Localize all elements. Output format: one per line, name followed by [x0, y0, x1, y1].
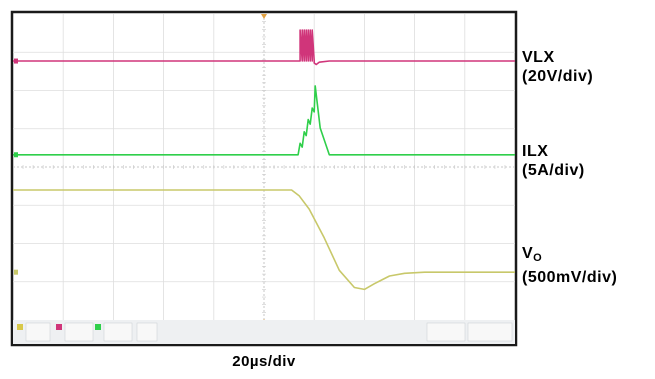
timebase-readout-box	[426, 322, 466, 342]
ch2-readout-box	[64, 322, 94, 342]
vo-ground-marker	[14, 269, 18, 275]
vo-scale: (500mV/div)	[522, 269, 618, 286]
trigger-readout-box	[467, 322, 513, 342]
vo-name: VO	[522, 244, 617, 268]
vlx-name: VLX	[522, 49, 555, 66]
scope-status-bar	[13, 320, 515, 344]
ch3-indicator	[95, 324, 101, 330]
ch3-readout-box	[103, 322, 133, 342]
scope-bezel	[10, 10, 518, 347]
vo-name-subscript: O	[533, 252, 543, 264]
ilx-label: ILX (5A/div)	[522, 142, 585, 180]
ch1-readout-box	[25, 322, 51, 342]
ilx-scale: (5A/div)	[522, 162, 585, 179]
vo-name-main: V	[522, 245, 534, 262]
ch1-indicator	[17, 324, 23, 330]
waveform-traces	[13, 29, 515, 291]
ilx-trace	[13, 85, 515, 156]
timebase-label: 20µs/div	[232, 353, 296, 370]
vo-trace	[13, 189, 515, 291]
vlx-trace	[13, 29, 515, 66]
ch2-indicator	[56, 324, 62, 330]
ilx-name: ILX	[522, 143, 549, 160]
vlx-label: VLX (20V/div)	[522, 48, 593, 86]
graticule-grid	[13, 14, 515, 324]
vlx-scale: (20V/div)	[522, 68, 594, 85]
ch4-readout-box	[136, 322, 158, 342]
vo-label: VO (500mV/div)	[522, 244, 617, 287]
trigger-position-marker	[261, 14, 267, 19]
